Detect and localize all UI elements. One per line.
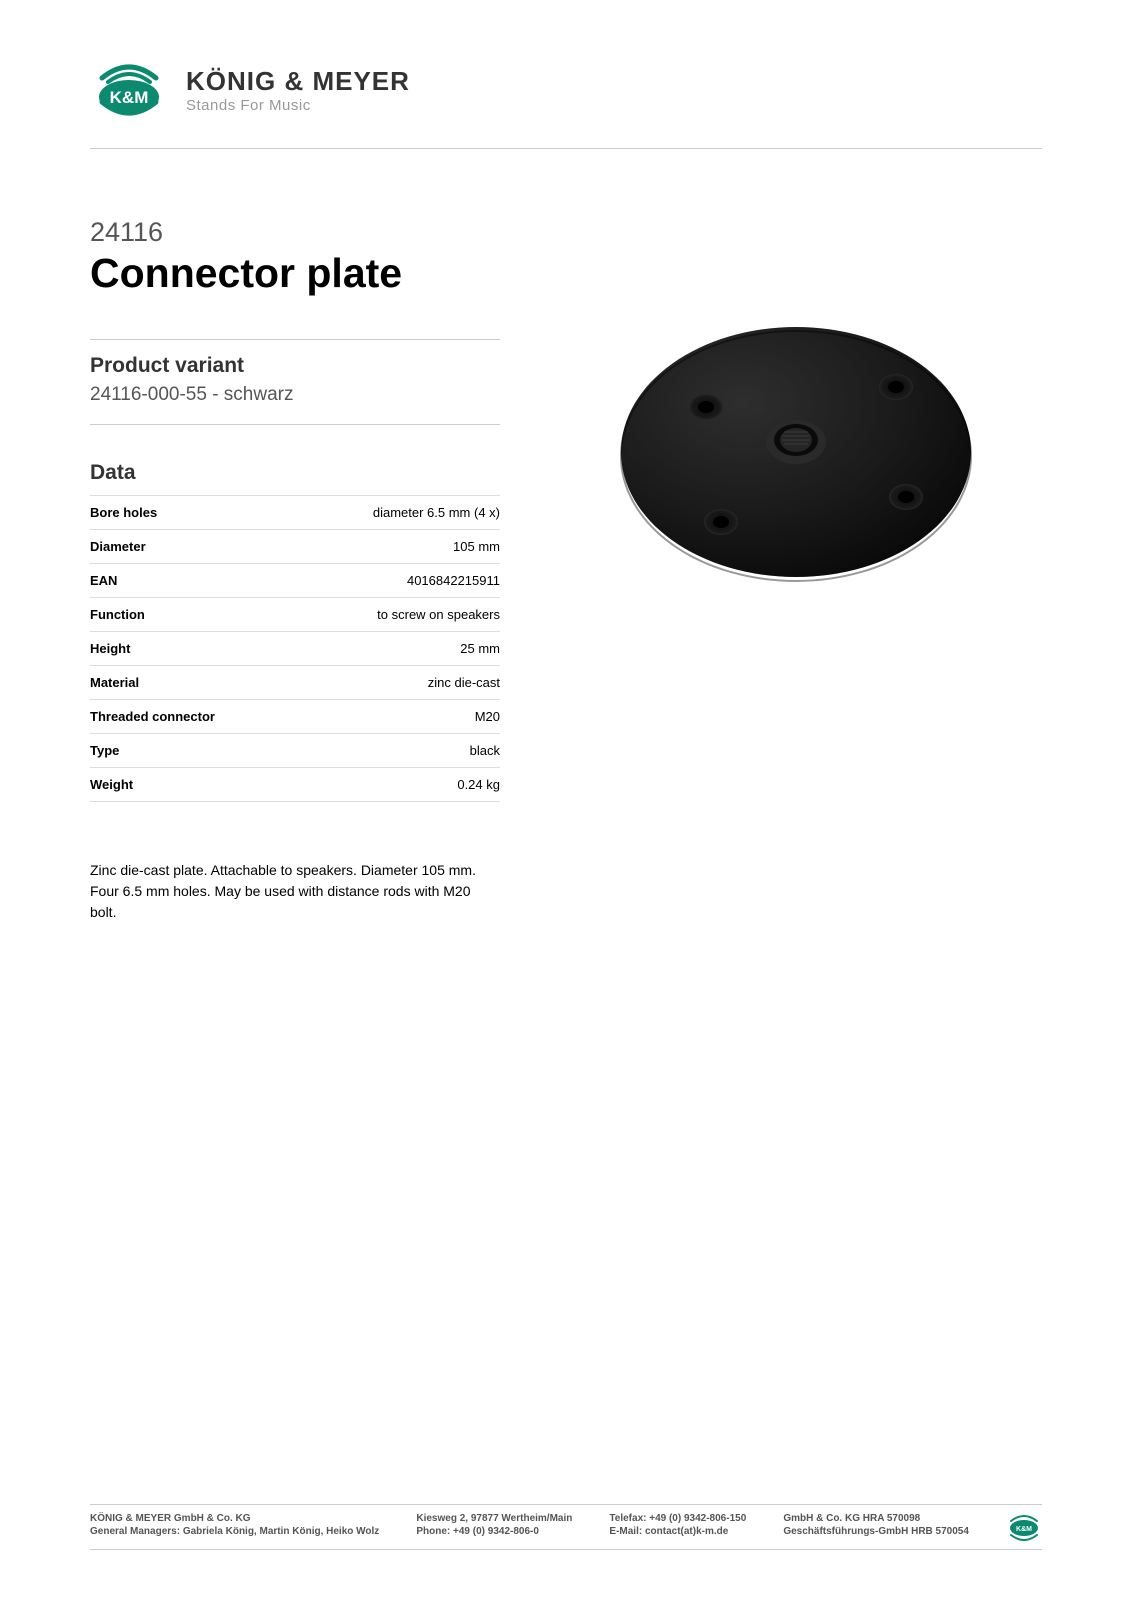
data-value: diameter 6.5 mm (4 x)	[293, 496, 500, 530]
data-value: 4016842215911	[293, 564, 500, 598]
page-footer: KÖNIG & MEYER GmbH & Co. KG General Mana…	[90, 1504, 1042, 1550]
brand-tagline: Stands For Music	[186, 97, 410, 114]
product-title: Connector plate	[90, 250, 500, 297]
data-value: 0.24 kg	[293, 768, 500, 802]
data-value: black	[293, 734, 500, 768]
svg-text:K&M: K&M	[1016, 1526, 1032, 1533]
data-label: EAN	[90, 564, 293, 598]
variant-divider-bottom	[90, 424, 500, 425]
footer-col-contact: Telefax: +49 (0) 9342-806-150 E-Mail: co…	[609, 1513, 746, 1537]
data-label: Bore holes	[90, 496, 293, 530]
footer-email: E-Mail: contact(at)k-m.de	[609, 1526, 746, 1537]
footer-fax: Telefax: +49 (0) 9342-806-150	[609, 1513, 746, 1524]
footer-managers: General Managers: Gabriela König, Martin…	[90, 1526, 379, 1537]
data-label: Height	[90, 632, 293, 666]
variant-divider-top	[90, 339, 500, 340]
footer-km-logo-icon: K&M	[1006, 1513, 1042, 1541]
data-value: 105 mm	[293, 530, 500, 564]
data-label: Type	[90, 734, 293, 768]
table-row: Threaded connectorM20	[90, 700, 500, 734]
data-label: Weight	[90, 768, 293, 802]
table-row: Diameter105 mm	[90, 530, 500, 564]
data-table: Bore holesdiameter 6.5 mm (4 x)Diameter1…	[90, 495, 500, 802]
product-number: 24116	[90, 217, 500, 248]
table-row: Weight0.24 kg	[90, 768, 500, 802]
brand-name: KÖNIG & MEYER	[186, 66, 410, 97]
km-logo-icon: K&M	[90, 60, 168, 120]
header-logo-area: K&M KÖNIG & MEYER Stands For Music	[90, 60, 1042, 120]
footer-hrb: Geschäftsführungs-GmbH HRB 570054	[783, 1526, 969, 1537]
data-label: Diameter	[90, 530, 293, 564]
footer-col-registry: GmbH & Co. KG HRA 570098 Geschäftsführun…	[783, 1513, 969, 1537]
table-row: Functionto screw on speakers	[90, 598, 500, 632]
footer-divider-bottom	[90, 1549, 1042, 1550]
footer-divider-top	[90, 1504, 1042, 1505]
table-row: Bore holesdiameter 6.5 mm (4 x)	[90, 496, 500, 530]
data-label: Threaded connector	[90, 700, 293, 734]
footer-col-company: KÖNIG & MEYER GmbH & Co. KG General Mana…	[90, 1513, 379, 1537]
table-row: Materialzinc die-cast	[90, 666, 500, 700]
data-value: zinc die-cast	[293, 666, 500, 700]
table-row: Height25 mm	[90, 632, 500, 666]
variant-heading: Product variant	[90, 354, 500, 378]
data-heading: Data	[90, 461, 500, 485]
footer-col-address: Kiesweg 2, 97877 Wertheim/Main Phone: +4…	[416, 1513, 572, 1537]
variant-line: 24116-000-55 - schwarz	[90, 384, 500, 406]
product-description: Zinc die-cast plate. Attachable to speak…	[90, 860, 500, 923]
table-row: Typeblack	[90, 734, 500, 768]
footer-hra: GmbH & Co. KG HRA 570098	[783, 1513, 969, 1524]
data-label: Function	[90, 598, 293, 632]
svg-text:K&M: K&M	[110, 88, 149, 107]
data-value: to screw on speakers	[293, 598, 500, 632]
footer-phone: Phone: +49 (0) 9342-806-0	[416, 1526, 572, 1537]
data-value: 25 mm	[293, 632, 500, 666]
data-value: M20	[293, 700, 500, 734]
footer-address: Kiesweg 2, 97877 Wertheim/Main	[416, 1513, 572, 1524]
product-image	[606, 312, 986, 592]
data-label: Material	[90, 666, 293, 700]
logo-text-group: KÖNIG & MEYER Stands For Music	[186, 66, 410, 114]
footer-company-name: KÖNIG & MEYER GmbH & Co. KG	[90, 1513, 379, 1524]
table-row: EAN4016842215911	[90, 564, 500, 598]
